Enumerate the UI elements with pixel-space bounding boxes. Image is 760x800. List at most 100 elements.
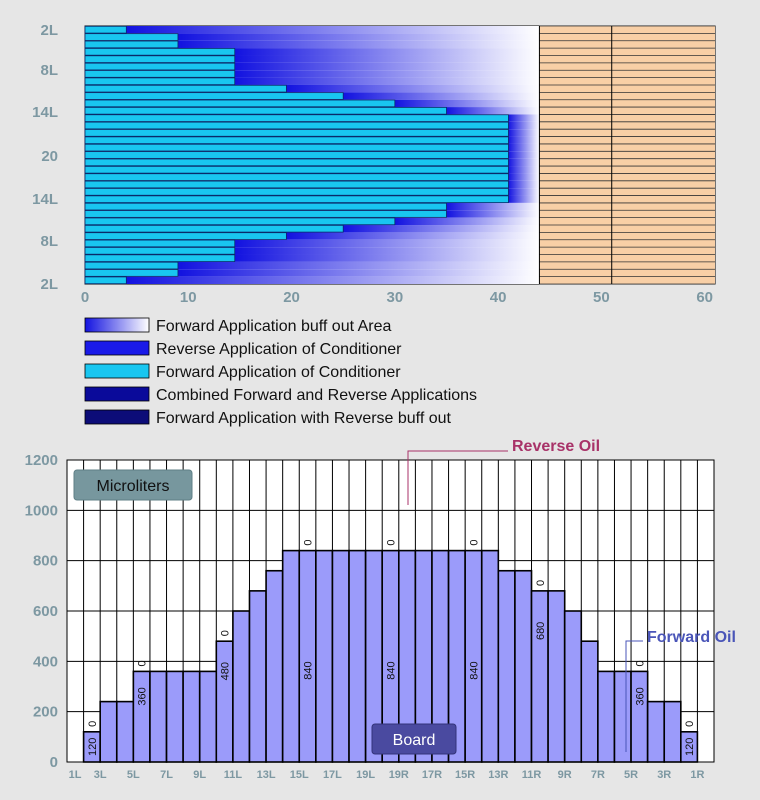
top-buff-row-0 — [126, 26, 540, 34]
top-buff-row-16 — [508, 143, 540, 152]
top-bar-27 — [84, 224, 344, 233]
bottom-bar-6L — [149, 670, 168, 763]
bottom-zero-label-5: 0 — [468, 540, 480, 546]
bottom-bar-12L — [248, 590, 267, 763]
top-buff-row-4 — [234, 55, 540, 63]
bottom-y-tick-6: 1200 — [25, 452, 58, 469]
bottom-bar-12R — [514, 569, 533, 763]
top-y-tick-0: 2L — [40, 22, 58, 39]
top-bar-20 — [84, 173, 509, 181]
bottom-x-tick-11: 17R — [422, 769, 442, 781]
top-bar-10 — [84, 99, 396, 108]
bottom-bar-7L — [165, 670, 184, 763]
top-y-tick-labels: 2L 8L 14L 20 14L 8L 2L — [32, 22, 58, 293]
top-bar-26 — [84, 217, 396, 226]
top-bar-29 — [84, 239, 236, 248]
top-buff-row-31 — [234, 254, 540, 262]
top-bar-7 — [84, 77, 236, 86]
top-bar-2 — [84, 40, 179, 49]
top-bar-34 — [84, 276, 127, 285]
bottom-data-label-3: 840 — [303, 661, 315, 679]
reverse-oil-label: Reverse Oil — [512, 438, 600, 455]
top-bar-8 — [84, 84, 287, 93]
legend-swatch-3 — [84, 386, 150, 402]
top-buff-row-15 — [508, 136, 540, 144]
bottom-bar-7R — [597, 670, 616, 763]
top-bar-1 — [84, 33, 179, 41]
top-buff-row-2 — [177, 40, 540, 49]
legend-swatch-2 — [84, 363, 150, 379]
top-buff-row-19 — [508, 166, 540, 174]
bottom-zero-label-4: 0 — [386, 540, 398, 546]
top-area-beyond-fill — [539, 26, 715, 284]
bottom-x-tick-9: 19L — [356, 769, 375, 781]
bottom-zero-label-3: 0 — [303, 540, 315, 546]
bottom-x-tick-10: 19R — [389, 769, 409, 781]
top-x-tick-5: 50 — [593, 289, 610, 306]
top-buff-row-13 — [508, 121, 540, 130]
top-buff-row-9 — [343, 92, 540, 100]
top-buff-row-17 — [508, 151, 540, 159]
top-buff-row-18 — [508, 158, 540, 167]
bottom-x-tick-2: 5L — [127, 769, 140, 781]
bottom-bar-15R — [464, 549, 483, 763]
bottom-x-tick-4: 9L — [193, 769, 206, 781]
bottom-zero-label-6: 0 — [535, 580, 547, 586]
top-x-tick-0: 0 — [81, 289, 89, 306]
top-buff-row-27 — [343, 225, 540, 233]
bottom-data-label-6: 680 — [535, 622, 547, 640]
legend-swatch-4 — [84, 409, 150, 425]
top-buff-row-10 — [394, 99, 540, 108]
top-bar-21 — [84, 180, 509, 189]
board-label-box: Board — [371, 723, 457, 755]
top-bar-13 — [84, 121, 509, 130]
top-bar-6 — [84, 70, 236, 78]
bottom-y-tick-5: 1000 — [25, 502, 58, 519]
bottom-data-label-0: 120 — [87, 738, 99, 756]
top-buff-row-12 — [508, 114, 540, 122]
top-bar-28 — [84, 232, 287, 240]
top-row-bars — [84, 25, 509, 285]
top-bar-17 — [84, 151, 509, 159]
top-buff-row-22 — [508, 188, 540, 196]
bottom-bar-6R — [613, 670, 632, 763]
top-buff-row-25 — [446, 210, 540, 218]
bottom-x-tick-6: 13L — [257, 769, 276, 781]
bottom-bar-3R — [663, 700, 682, 763]
bottom-x-tick-8: 17L — [323, 769, 342, 781]
top-bar-22 — [84, 188, 509, 196]
top-y-tick-1: 8L — [40, 62, 58, 79]
top-x-tick-2: 20 — [283, 289, 300, 306]
bottom-x-tick-16: 7R — [591, 769, 605, 781]
bottom-x-tick-0: 1L — [69, 769, 82, 781]
bottom-bar-4L — [115, 700, 135, 763]
bottom-y-tick-labels: 0 200 400 600 800 1000 1200 — [25, 452, 58, 771]
top-y-tick-4: 14L — [32, 191, 58, 208]
bottom-bar-8L — [182, 670, 201, 763]
top-buff-row-5 — [234, 62, 540, 71]
top-buff-row-1 — [177, 33, 540, 41]
bottom-y-tick-4: 800 — [33, 553, 58, 570]
top-bar-12 — [84, 114, 509, 122]
legend-label-1: Reverse Application of Conditioner — [156, 341, 402, 358]
microliters-label-box: Microliters — [73, 469, 193, 501]
bottom-bar-17L — [331, 549, 350, 763]
bottom-bar-5R — [630, 670, 649, 763]
legend-label-2: Forward Application of Conditioner — [156, 364, 401, 381]
bottom-bar-16L — [315, 549, 334, 763]
bottom-y-tick-1: 200 — [33, 704, 58, 721]
top-bar-16 — [84, 143, 509, 152]
top-buff-row-6 — [234, 70, 540, 78]
bottom-bar-10L — [215, 640, 234, 763]
top-buff-row-3 — [234, 48, 540, 56]
top-bar-4 — [84, 55, 236, 63]
top-bar-11 — [84, 106, 447, 115]
bottom-bar-11R — [530, 590, 549, 763]
top-bar-25 — [84, 210, 447, 218]
top-area-beyond — [538, 25, 715, 285]
bottom-bars — [82, 549, 699, 763]
bottom-zero-label-2: 0 — [220, 630, 232, 636]
top-x-tick-1: 10 — [180, 289, 197, 306]
top-buff-row-11 — [446, 107, 540, 115]
